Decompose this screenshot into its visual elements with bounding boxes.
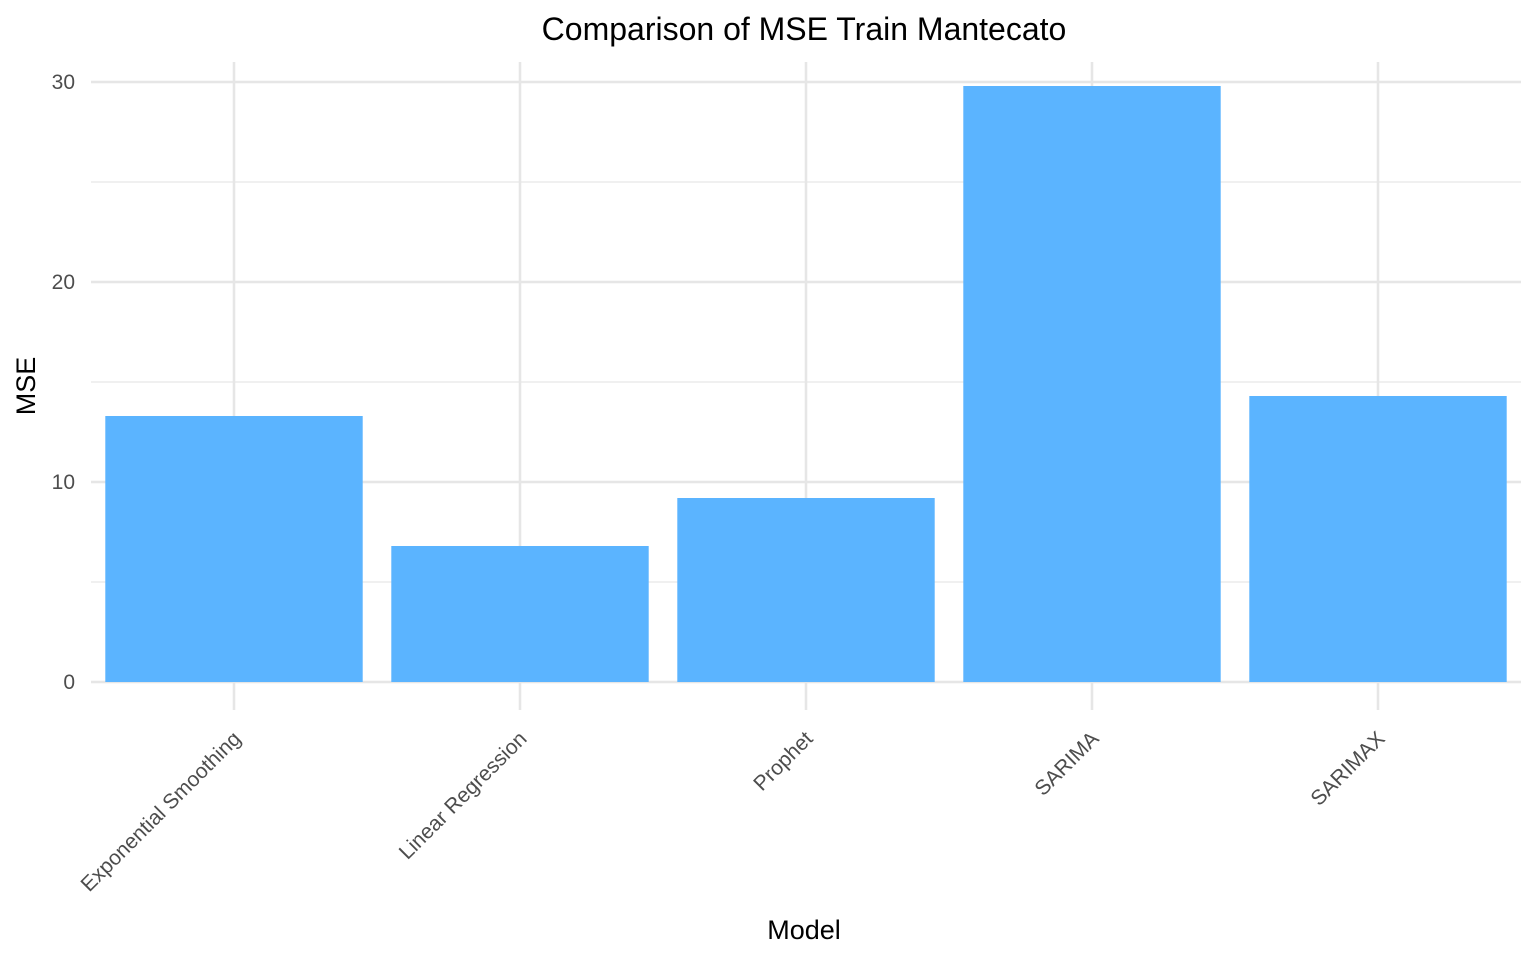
bar [963, 86, 1221, 682]
bars [105, 86, 1507, 682]
y-tick-label: 30 [52, 71, 75, 94]
x-axis-title: Model [767, 915, 841, 945]
y-axis-ticks: 0 10 20 30 [52, 71, 75, 694]
x-tick-label: SARIMA [1030, 727, 1103, 800]
x-tick-label: Linear Regression [395, 727, 532, 864]
y-tick-label: 20 [52, 271, 75, 294]
bar [105, 416, 363, 682]
y-tick-label: 0 [63, 671, 75, 694]
x-tick-label: Prophet [749, 727, 817, 795]
x-axis-ticks: Exponential Smoothing Linear Regression Pr… [77, 727, 1390, 896]
x-tick-label: SARIMAX [1306, 727, 1389, 810]
y-tick-label: 10 [52, 471, 75, 494]
y-axis-title: MSE [11, 357, 41, 416]
bar [1249, 396, 1507, 682]
bar [391, 546, 649, 682]
chart-title: Comparison of MSE Train Mantecato [542, 11, 1067, 47]
x-tick-label: Exponential Smoothing [77, 727, 246, 896]
bar [677, 498, 935, 682]
